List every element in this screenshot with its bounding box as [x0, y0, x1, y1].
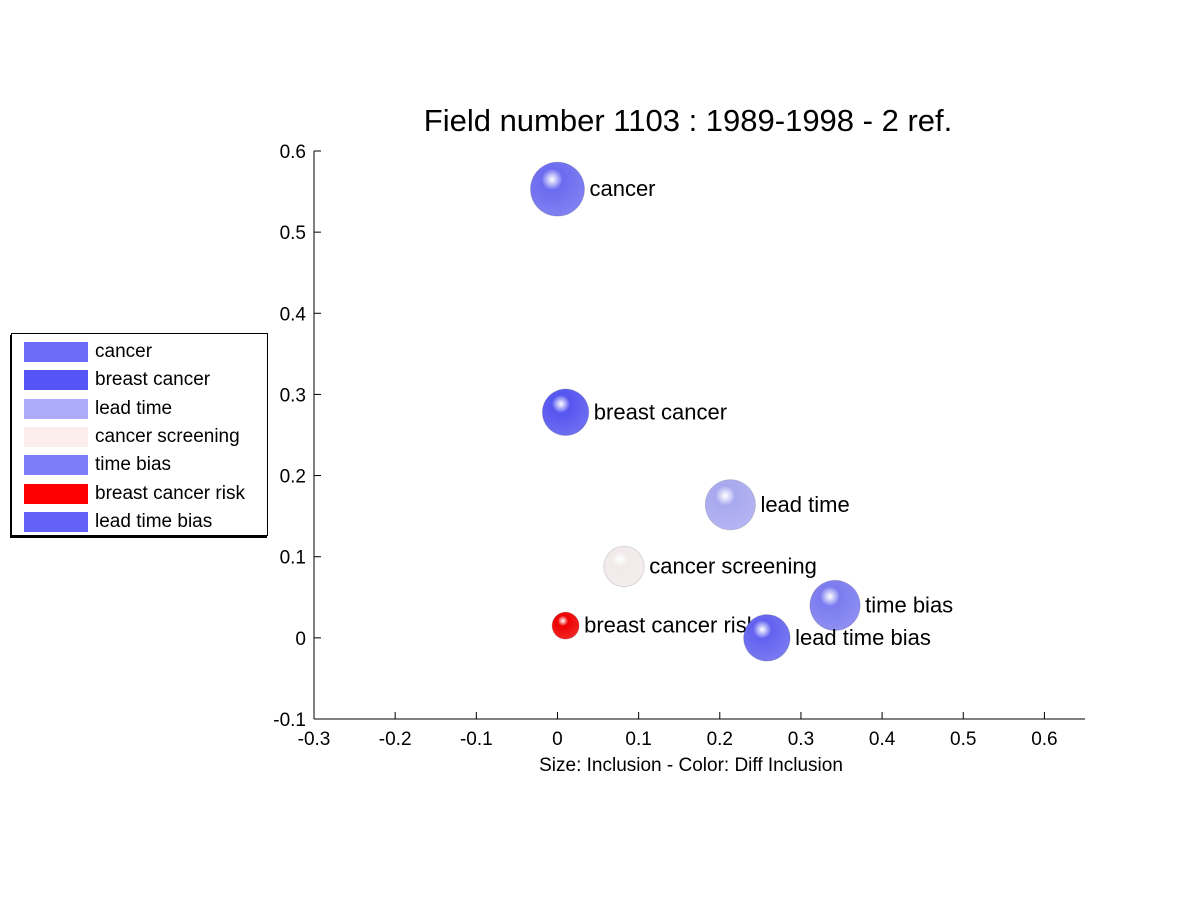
data-point	[529, 161, 585, 217]
y-tick-label: 0.5	[280, 223, 306, 244]
legend-swatch	[24, 483, 88, 504]
legend-item: lead time bias	[24, 510, 212, 534]
legend-swatch	[24, 398, 88, 419]
x-tick-label: 0.3	[788, 729, 814, 750]
x-axis-label: Size: Inclusion - Color: Diff Inclusion	[539, 755, 843, 776]
legend-swatch	[24, 426, 88, 447]
point-label: breast cancer risk	[584, 613, 759, 638]
point-label: breast cancer	[594, 399, 727, 424]
chart-title: Field number 1103 : 1989-1998 - 2 ref.	[424, 103, 952, 138]
data-point	[541, 388, 590, 436]
legend-label: breast cancer risk	[95, 482, 245, 504]
point-label: cancer screening	[649, 553, 817, 578]
legend-item: lead time	[24, 397, 172, 421]
x-tick-label: 0.5	[950, 729, 976, 750]
data-point	[743, 614, 791, 662]
x-tick-label: -0.3	[298, 729, 331, 750]
x-tick-label: 0.4	[869, 729, 896, 750]
y-tick-label: 0.1	[280, 548, 306, 569]
legend-item: cancer	[24, 340, 152, 364]
legend-label: breast cancer	[95, 369, 211, 391]
data-point	[603, 545, 645, 588]
x-tick-label: 0.6	[1031, 729, 1057, 750]
data-points: cancer breast cancer lead time cancer scree…	[529, 161, 953, 662]
x-tick-label: -0.2	[379, 729, 412, 750]
legend-swatch	[24, 370, 88, 391]
point-label: time bias	[865, 592, 953, 617]
legend-label: lead time bias	[95, 510, 213, 532]
y-tick-label: 0.3	[280, 385, 306, 406]
chart-legend: cancer breast cancer lead time cancer scree…	[11, 333, 268, 536]
data-point	[551, 611, 580, 640]
point-label: lead time	[760, 492, 849, 517]
legend-item: time bias	[24, 453, 171, 477]
legend-label: lead time	[95, 397, 173, 419]
point-label: lead time bias	[795, 625, 931, 650]
x-tick-label: 0	[552, 729, 563, 750]
data-point	[704, 479, 756, 531]
legend-swatch	[24, 342, 88, 362]
legend-label: cancer	[95, 341, 153, 362]
legend-label: cancer screening	[95, 425, 240, 447]
legend-item: cancer screening	[24, 425, 240, 449]
legend-item: breast cancer	[24, 368, 210, 392]
point-label: cancer	[589, 176, 655, 201]
y-tick-label: -0.1	[273, 710, 306, 731]
y-tick-label: 0.2	[280, 467, 306, 488]
legend-label: time bias	[95, 454, 172, 476]
x-tick-label: 0.2	[707, 729, 733, 750]
legend-swatch	[24, 511, 88, 532]
legend-item: breast cancer risk	[24, 482, 245, 506]
legend-swatch	[24, 455, 88, 476]
data-point	[809, 579, 861, 632]
y-tick-label: 0.6	[280, 142, 306, 163]
y-tick-label: 0	[295, 629, 306, 650]
x-tick-label: -0.1	[460, 729, 493, 750]
plot-axes: -0.3 -0.2 -0.1 0 0.1 0.2 0.3 0.4 0.5 0.6 -0.1 0 0.1 0…	[273, 142, 1085, 750]
y-tick-label: 0.4	[280, 304, 307, 325]
x-tick-label: 0.1	[625, 729, 651, 750]
